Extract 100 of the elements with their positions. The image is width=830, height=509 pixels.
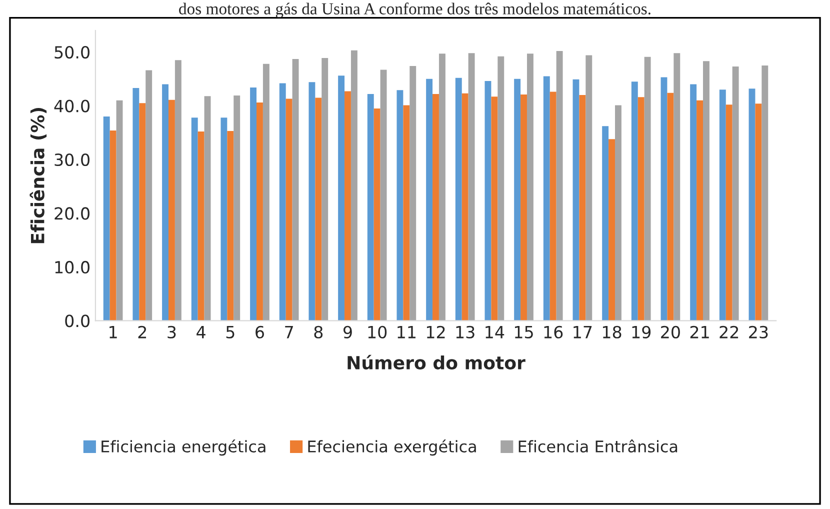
bar: [631, 82, 638, 321]
y-tick-label: 40.0: [54, 100, 90, 112]
bar: [432, 94, 439, 321]
x-tick-label: 3: [168, 326, 176, 338]
x-tick-label: 10: [368, 326, 387, 338]
x-tick-label: 5: [226, 326, 234, 338]
x-tick-label: 16: [544, 326, 563, 338]
bar: [690, 84, 697, 321]
bar: [279, 83, 286, 321]
bar: [350, 50, 358, 321]
bar: [116, 100, 123, 321]
y-tick-label: 30.0: [54, 153, 90, 166]
bar: [526, 54, 534, 321]
bar: [762, 65, 768, 321]
y-tick-label: 10.0: [55, 260, 90, 274]
legend-label: Eficencia Entrânsica: [518, 439, 678, 452]
x-tick-label: 9: [343, 326, 352, 338]
x-tick-label: 12: [426, 326, 445, 338]
x-tick-label: 2: [138, 326, 146, 338]
bar: [572, 79, 580, 321]
bar: [667, 92, 674, 321]
bar: [614, 105, 622, 321]
bar: [484, 81, 492, 321]
x-tick-label: 21: [690, 326, 709, 338]
bar: [514, 78, 521, 321]
bar: [344, 91, 351, 321]
bar: [103, 116, 110, 321]
bar: [367, 94, 374, 321]
y-tick-label: 20.0: [54, 207, 90, 220]
bar: [162, 84, 168, 321]
bar: [674, 53, 680, 321]
x-tick-label: 8: [314, 326, 323, 338]
bar: [308, 82, 316, 321]
bar: [498, 56, 504, 321]
x-tick-label: 4: [196, 326, 206, 338]
bar: [644, 56, 651, 321]
x-tick-label: 17: [574, 326, 592, 338]
bar: [174, 60, 182, 321]
bar: [227, 131, 234, 321]
bar: [132, 88, 140, 321]
bar: [403, 105, 410, 321]
bar: [556, 50, 563, 321]
bar: [608, 139, 615, 321]
bar: [719, 90, 726, 321]
bar: [139, 103, 146, 321]
x-tick-label: 14: [486, 326, 504, 338]
bar: [286, 98, 292, 321]
legend-label: Efeciencia exergética: [308, 439, 476, 456]
bar: [250, 87, 257, 321]
bar: [726, 104, 732, 321]
bar: [338, 76, 345, 321]
bar: [491, 96, 498, 321]
bar: [322, 58, 328, 321]
x-tick-label: 18: [602, 326, 622, 338]
x-tick-label: 7: [285, 326, 293, 338]
bar: [410, 66, 416, 321]
bar: [168, 100, 175, 321]
bar: [468, 53, 475, 321]
bar: [292, 59, 299, 321]
bar: [426, 78, 433, 321]
bar: [374, 108, 380, 321]
bar: [146, 70, 152, 321]
bar: [696, 100, 704, 321]
x-tick-label: 11: [398, 326, 416, 338]
bar: [462, 93, 468, 321]
x-tick-label: 13: [456, 326, 474, 338]
bar: [520, 94, 527, 321]
x-axis-title: Número do motor: [348, 354, 526, 370]
bar: [438, 54, 446, 321]
bar: [550, 92, 556, 321]
x-tick-label: 22: [720, 326, 738, 338]
bar: [586, 55, 592, 321]
bar: [234, 96, 240, 321]
x-tick-label: 1: [110, 326, 117, 338]
bar: [256, 102, 263, 321]
bar: [579, 95, 586, 321]
x-tick-label: 6: [256, 326, 264, 338]
y-tick-label: 0.0: [65, 314, 90, 328]
bar: [204, 96, 211, 321]
bar: [455, 78, 462, 321]
bar: [703, 61, 710, 321]
bar: [315, 98, 322, 321]
bar: [191, 118, 198, 321]
bar: [638, 97, 644, 321]
bar: [755, 104, 762, 321]
x-tick-label: 15: [514, 326, 533, 338]
x-tick-label: 23: [749, 326, 768, 338]
bar: [602, 126, 609, 321]
bar: [220, 118, 228, 321]
bar: [748, 88, 756, 321]
y-axis-title: Eficiência (%): [30, 108, 47, 244]
x-tick-label: 20: [661, 326, 680, 338]
legend-label: Eficiencia energética: [102, 439, 266, 456]
x-tick-label: 19: [632, 326, 651, 338]
bar: [732, 66, 739, 321]
bar: [198, 132, 204, 321]
y-tick-label: 50.0: [54, 46, 90, 59]
bar: [262, 64, 270, 321]
bar: [543, 76, 550, 321]
bar: [660, 77, 668, 321]
